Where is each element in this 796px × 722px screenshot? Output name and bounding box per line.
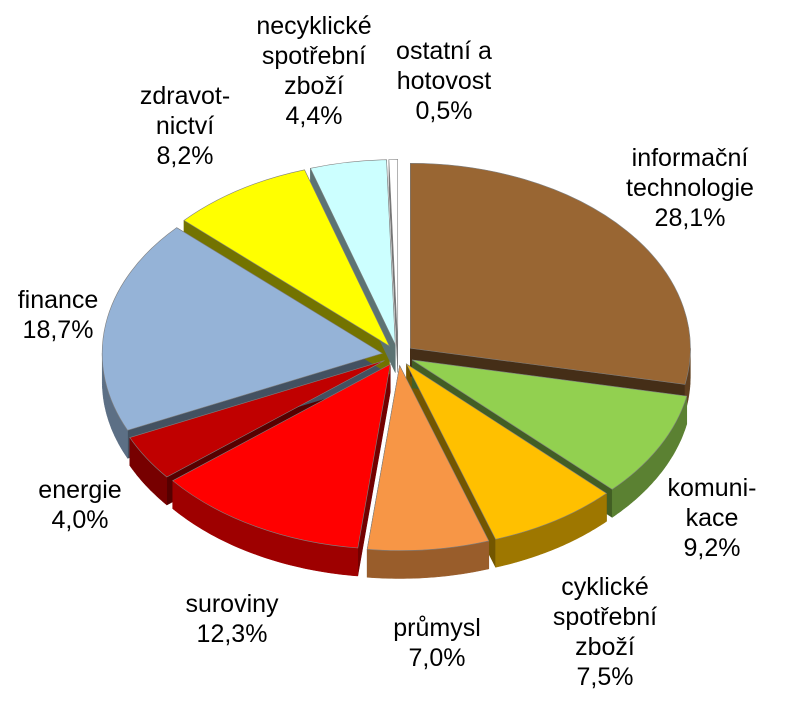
slice-name-2-0: cyklické: [561, 573, 649, 601]
slice-label-1: komuni-kace 9,2%: [668, 474, 757, 562]
slice-value-0: 28,1%: [655, 204, 726, 232]
slice-name-8-0: necyklické: [256, 12, 371, 40]
slice-name-7-1: nictví: [156, 112, 214, 140]
slice-value-8: 4,4%: [286, 102, 343, 130]
pie-slice-1: [411, 359, 688, 490]
pie-slice-5: [129, 360, 385, 478]
slice-label-2: cyklické spotřební zboží 7,5%: [553, 573, 657, 691]
slice-label-7: zdravot-nictví 8,2%: [140, 82, 230, 170]
slice-name-2-1: spotřební: [553, 603, 657, 631]
pie-slice-3: [366, 364, 490, 551]
pie-slice-6: [101, 227, 383, 431]
slice-value-2: 7,5%: [577, 663, 634, 691]
slice-name-1-0: komuni-: [668, 474, 757, 502]
slice-value-1: 9,2%: [684, 534, 741, 562]
slice-name-7-0: zdravot-: [140, 82, 230, 110]
slice-value-4: 12,3%: [197, 620, 268, 648]
slice-name-4-0: suroviny: [185, 590, 279, 618]
slice-label-5: energie 4,0%: [38, 476, 121, 534]
slice-name-9-1: hotovost: [397, 67, 492, 95]
slice-name-0-0: informační: [632, 144, 749, 172]
slice-value-7: 8,2%: [157, 142, 214, 170]
slice-name-5-0: energie: [38, 476, 121, 504]
pie-slice-4: [172, 363, 391, 549]
slice-name-3-0: průmysl: [393, 614, 481, 642]
slice-label-6: finance 18,7%: [18, 286, 99, 344]
slice-value-3: 7,0%: [409, 644, 466, 672]
pie-slice-8: [309, 159, 396, 345]
slice-label-8: necyklické spotřební zboží 4,4%: [256, 12, 371, 130]
pie-slice-7: [183, 169, 391, 347]
pie-slice-2: [405, 363, 608, 540]
pie-top-layer: [101, 159, 691, 551]
pie-slice-0: [410, 162, 691, 385]
slice-name-1-1: kace: [686, 504, 739, 532]
slice-label-3: průmysl 7,0%: [393, 614, 481, 672]
slice-label-0: informační technologie 28,1%: [626, 144, 754, 232]
slice-value-9: 0,5%: [416, 97, 473, 125]
slice-name-8-1: spotřební: [262, 42, 366, 70]
slice-label-4: suroviny 12,3%: [185, 590, 279, 648]
slice-name-9-0: ostatní a: [396, 37, 492, 65]
slice-label-9: ostatní a hotovost 0,5%: [396, 37, 492, 125]
slice-value-5: 4,0%: [52, 506, 109, 534]
slice-name-2-2: zboží: [575, 633, 635, 661]
pie-label-layer: informační technologie 28,1% komuni-kace 9,2…: [18, 12, 757, 691]
slice-name-6-0: finance: [18, 286, 99, 314]
pie-slice-9: [388, 159, 399, 345]
slice-name-8-2: zboží: [284, 72, 344, 100]
slice-value-6: 18,7%: [23, 316, 94, 344]
slice-name-0-1: technologie: [626, 174, 754, 202]
